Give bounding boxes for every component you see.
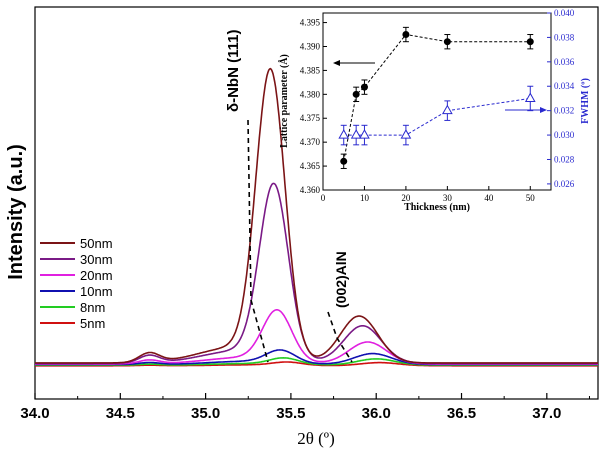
lattice-point (340, 157, 348, 165)
main-x-tick-label: 37.0 (532, 405, 561, 422)
main-x-ticks: 34.0 34.5 35.0 35.5 36.0 36.5 37.0 (20, 393, 590, 422)
inset-x-tick-label: 40 (484, 193, 494, 203)
inset-y-tick-label: 4.370 (300, 137, 321, 147)
legend-label: 20nm (80, 268, 113, 283)
inset-y-tick-label: 4.395 (300, 18, 321, 28)
main-x-tick-label: 34.5 (106, 405, 135, 422)
legend-label: 5nm (80, 316, 105, 331)
main-y-axis-label: Intensity (a.u.) (5, 144, 27, 280)
inset-y2-tick-label: 0.038 (554, 32, 575, 42)
inset-y2-axis-label: FWHM (º) (580, 78, 591, 124)
inset-x-axis-label: Thickness (nm) (404, 202, 470, 213)
inset-y2-tick-label: 0.040 (554, 8, 575, 18)
series-line-50nm (35, 67, 598, 364)
main-x-tick-label: 35.0 (191, 405, 220, 422)
legend-label: 10nm (80, 284, 113, 299)
fwhm-point (338, 129, 350, 139)
lattice-point (360, 83, 368, 91)
inset-frame (322, 12, 552, 191)
inset-y-tick-label: 4.385 (300, 65, 321, 75)
main-x-tick-label: 36.5 (447, 405, 476, 422)
series-line-30nm (35, 182, 598, 365)
main-x-tick-label: 36.0 (362, 405, 391, 422)
legend-label: 50nm (80, 236, 113, 251)
main-x-tick-label: 35.5 (276, 405, 305, 422)
fwhm-point (359, 129, 370, 139)
inset-y-tick-label: 4.360 (300, 185, 321, 195)
nbn-peak-guide-line (247, 119, 269, 363)
lattice-point (402, 31, 410, 39)
inset-y-axis-label: Lattice parameter (Å) (278, 54, 290, 148)
inset-y2-tick-label: 0.028 (554, 154, 575, 164)
main-plot-frame (34, 6, 599, 400)
inset-x-tick-label: 30 (443, 193, 453, 203)
legend-label: 8nm (80, 300, 105, 315)
inset-x-tick-label: 10 (360, 193, 370, 203)
inset-y-tick-label: 4.365 (300, 161, 321, 171)
fwhm-point (350, 129, 362, 139)
lattice-point (443, 38, 451, 46)
inset-x-tick-label: 20 (401, 193, 411, 203)
inset-series (338, 26, 536, 169)
inset-y-tick-label: 4.390 (300, 41, 321, 51)
inset-y2-tick-label: 0.036 (554, 57, 575, 67)
legend-label: 30nm (80, 252, 113, 267)
inset-y2-tick-label: 0.030 (554, 130, 575, 140)
fwhm-point (442, 104, 453, 115)
main-x-axis-label: 2θ (º) (297, 429, 335, 448)
inset-y2-tick-label: 0.034 (554, 81, 575, 91)
main-x-tick-label: 34.0 (20, 405, 49, 422)
inset-y-tick-label: 4.375 (300, 113, 321, 123)
lattice-dashed-line (343, 33, 531, 162)
inset-x-tick-label: 0 (321, 193, 326, 203)
inset-ticks: 0 10 20 30 40 50 4.360 4.365 4.370 4.375 4.380 4.38… (300, 8, 575, 203)
main-curves (35, 67, 598, 367)
left-axis-arrow (333, 60, 375, 66)
lattice-point (352, 90, 360, 98)
aln-peak-guide-line (327, 311, 353, 363)
fwhm-point (400, 129, 412, 139)
inset-y-tick-label: 4.380 (300, 89, 321, 99)
inset-x-tick-label: 50 (526, 193, 536, 203)
lattice-point (526, 38, 534, 46)
nbn-peak-label: δ-NbN (111) (225, 30, 242, 112)
inset-y2-tick-label: 0.026 (554, 179, 575, 189)
aln-peak-label: (002)AlN (333, 251, 349, 308)
right-axis-arrow (505, 107, 547, 113)
inset-y2-tick-label: 0.032 (554, 106, 574, 116)
fwhm-point (524, 92, 536, 102)
